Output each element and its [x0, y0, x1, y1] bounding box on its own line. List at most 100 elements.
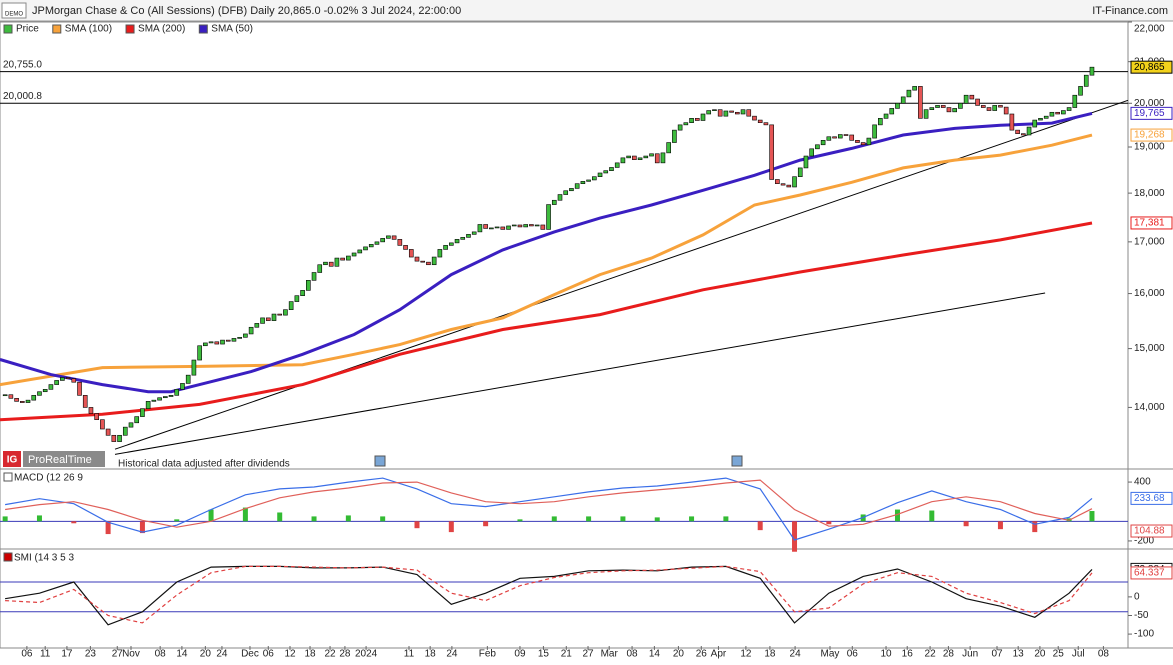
candle — [889, 108, 895, 115]
end-label: 233.68 — [1134, 493, 1165, 504]
candle — [626, 155, 631, 159]
histogram-bar — [620, 516, 626, 522]
candle — [368, 244, 374, 248]
candle — [912, 86, 917, 91]
candle — [735, 111, 740, 115]
candle — [506, 225, 511, 230]
y-tick-label: 17,000 — [1134, 237, 1165, 248]
candle — [1009, 113, 1015, 131]
candle — [1072, 94, 1078, 108]
histogram-bar — [826, 521, 832, 525]
x-tick-label: 14 — [649, 649, 661, 660]
x-tick-label: 14 — [176, 649, 188, 660]
badge-box — [1, 2, 27, 19]
candle — [397, 239, 403, 246]
candle — [185, 374, 191, 384]
candle — [1015, 129, 1020, 134]
candle — [557, 194, 563, 201]
x-tick-label: 24 — [790, 649, 802, 660]
candle — [975, 98, 980, 106]
candle — [243, 333, 248, 338]
x-tick-label: 18 — [304, 649, 316, 660]
candle — [31, 395, 37, 401]
histogram-bar — [654, 517, 660, 522]
candle — [414, 256, 420, 262]
candle — [511, 224, 517, 227]
candle — [855, 140, 860, 143]
candle — [935, 105, 940, 108]
source: IT-Finance.com — [1092, 5, 1168, 17]
candle — [740, 109, 746, 115]
candle — [94, 413, 99, 420]
legend-swatch — [3, 24, 13, 34]
candle — [843, 134, 849, 136]
x-tick-label: 24 — [216, 649, 228, 660]
candle — [706, 110, 712, 115]
x-tick-label: 20 — [1034, 649, 1046, 660]
candle — [1066, 107, 1072, 111]
x-tick-label: Jun — [962, 649, 978, 660]
histogram-bar — [586, 516, 592, 522]
candle — [340, 257, 345, 261]
legend-label: SMA (200) — [138, 24, 185, 35]
panel-title: SMI (14 3 5 3 — [14, 553, 74, 564]
panel-title: MACD (12 26 9 — [14, 473, 83, 484]
y-tick-label: 19,000 — [1134, 142, 1165, 153]
x-tick-label: 06 — [263, 649, 275, 660]
candle — [180, 383, 185, 390]
x-tick-label: 13 — [1013, 649, 1025, 660]
sma-line — [0, 111, 1093, 394]
annotation: Historical data adjusted after dividends — [118, 459, 290, 470]
candle — [500, 226, 506, 230]
candle — [803, 155, 809, 169]
candle — [431, 256, 437, 266]
candle — [300, 290, 305, 296]
indicator-line — [5, 565, 1093, 624]
x-tick-label: 28 — [339, 649, 351, 660]
x-tick-label: 16 — [902, 649, 914, 660]
candle — [191, 359, 197, 376]
candle — [449, 242, 454, 246]
candle — [231, 338, 237, 342]
candle — [923, 109, 929, 119]
candle — [437, 249, 443, 258]
candle — [792, 176, 797, 188]
candle — [426, 261, 431, 266]
end-label: 104.88 — [1134, 526, 1165, 537]
candle — [929, 107, 935, 110]
histogram-bar — [757, 521, 763, 531]
candle — [265, 317, 271, 321]
candle — [105, 428, 111, 436]
candle — [283, 309, 288, 316]
candle — [569, 188, 574, 192]
x-tick-label: 11 — [404, 649, 415, 660]
candle — [334, 257, 340, 267]
logo-box — [3, 451, 21, 467]
candle — [534, 224, 540, 227]
candle — [672, 129, 677, 143]
y-tick-label: 20,000 — [1134, 98, 1165, 109]
histogram-bar — [1089, 511, 1095, 522]
x-tick-label: 27 — [112, 649, 124, 660]
x-tick-label: 08 — [627, 649, 639, 660]
candle — [168, 395, 174, 397]
histogram-bar — [311, 516, 317, 522]
candle — [603, 170, 609, 174]
candle — [883, 113, 889, 119]
candle — [580, 181, 586, 184]
badge: DEMO — [5, 12, 23, 18]
histogram-bar — [242, 507, 248, 522]
candle — [677, 124, 683, 131]
candle — [443, 245, 448, 250]
candle — [763, 122, 769, 126]
brand-box — [23, 451, 105, 467]
candle — [775, 179, 780, 184]
candle — [42, 389, 48, 393]
candle — [700, 113, 706, 121]
candle — [860, 142, 866, 146]
candle — [328, 261, 334, 267]
x-tick-label: 21 — [561, 649, 573, 660]
x-tick-label: 22 — [324, 649, 336, 660]
